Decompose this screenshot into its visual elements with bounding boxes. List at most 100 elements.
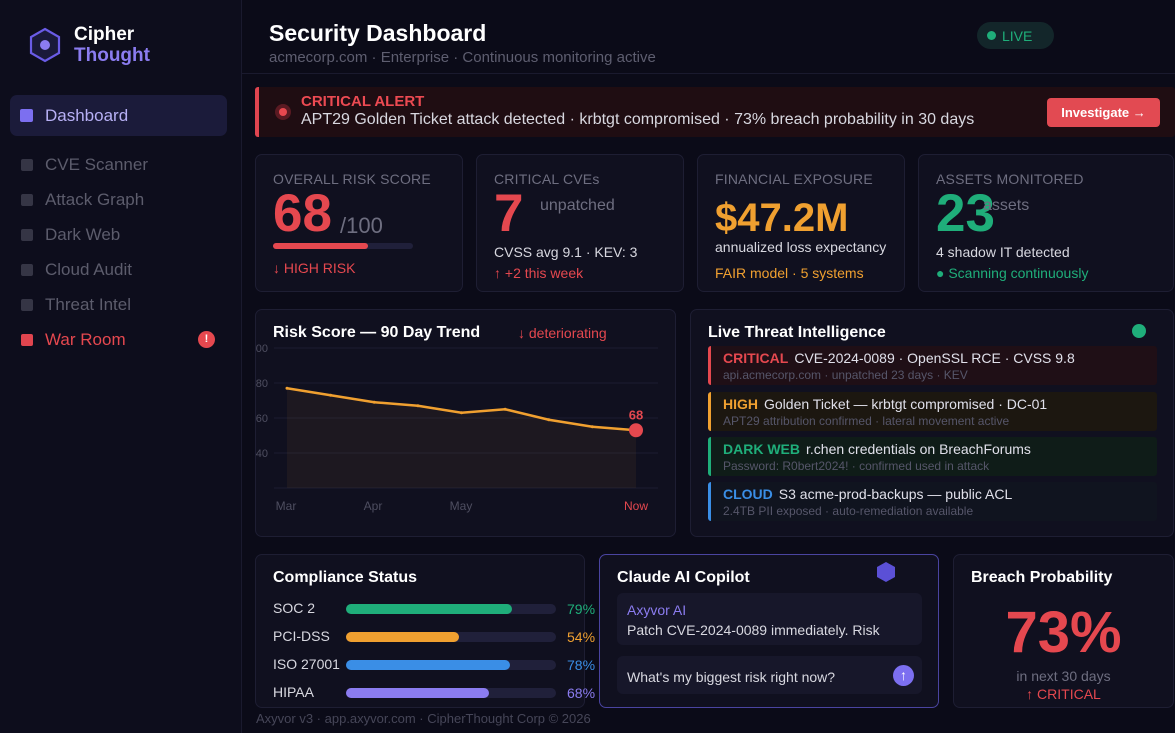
financial-exposure-value: $47.2M xyxy=(715,196,849,240)
copilot-message-text: Patch CVE-2024-0089 immediately. Risk xyxy=(627,622,880,638)
chart-trend-status: ↓ deteriorating xyxy=(518,325,607,341)
compliance-status-card: Compliance Status SOC 2 79% PCI-DSS 54% ISO … xyxy=(255,554,595,708)
breach-status: ↑ CRITICAL xyxy=(1026,686,1101,702)
sidebar-item-label: Attack Graph xyxy=(45,190,145,209)
threat-title: Golden Ticket — krbtgt compromised · DC-… xyxy=(764,396,1048,412)
y-tick-label: 60 xyxy=(256,413,268,425)
chart-title: Risk Score — 90 Day Trend xyxy=(273,324,481,341)
sidebar-item-dashboard[interactable]: Dashboard xyxy=(10,95,227,136)
header-divider xyxy=(242,73,1175,74)
sidebar-item-dark-web[interactable]: Dark Web xyxy=(21,223,221,247)
threat-intel-icon xyxy=(21,299,33,311)
send-icon[interactable]: ↑ xyxy=(893,665,914,686)
compliance-row: ISO 27001 78% xyxy=(273,655,603,675)
risk-score-bar-fill xyxy=(273,243,369,249)
threat-detail: 2.4TB PII exposed · auto-remediation ava… xyxy=(723,504,974,518)
investigate-button[interactable]: Investigate → xyxy=(1047,98,1160,127)
assets-monitored-card: ASSETS MONITORED 23 assets 4 shadow IT d… xyxy=(918,154,1174,292)
data-point xyxy=(503,407,507,411)
current-value-label: 68 xyxy=(629,407,643,422)
cvss-summary: CVSS avg 9.1 · KEV: 3 xyxy=(494,244,638,260)
live-status-badge: LIVE xyxy=(977,22,1054,49)
compliance-title: Compliance Status xyxy=(273,569,418,586)
sidebar-item-label: Dark Web xyxy=(45,225,121,244)
compliance-bar-fill xyxy=(346,660,510,670)
threat-detail: Password: R0bert2024! · confirmed used i… xyxy=(723,459,990,473)
sidebar-item-threat-intel[interactable]: Threat Intel xyxy=(21,293,221,317)
sidebar: Cipher Thought Dashboard CVE Scanner Att… xyxy=(0,0,242,733)
compliance-framework: SOC 2 xyxy=(273,600,316,616)
critical-cves-value: 7 xyxy=(494,184,524,243)
live-dot-icon xyxy=(987,31,996,40)
current-value-point xyxy=(629,423,643,438)
risk-score-bar xyxy=(273,243,413,249)
threat-detail: api.acmecorp.com · unpatched 23 days · K… xyxy=(723,368,968,382)
data-point xyxy=(590,425,594,429)
data-point xyxy=(285,386,289,390)
threat-intel-title: Live Threat Intelligence xyxy=(708,324,886,341)
compliance-percent: 78% xyxy=(567,657,596,673)
alert-title: CRITICAL ALERT xyxy=(301,93,425,110)
compliance-bar xyxy=(346,660,556,670)
trend-area xyxy=(287,388,636,488)
risk-score-card: OVERALL RISK SCORE 68 /100 ↓ HIGH RISK xyxy=(255,154,463,292)
sidebar-item-war-room[interactable]: War Room ! xyxy=(21,328,221,352)
x-tick-label: Now xyxy=(624,499,648,513)
data-point xyxy=(416,404,420,408)
live-label: LIVE xyxy=(1002,27,1033,44)
data-point xyxy=(547,418,551,422)
sidebar-item-label: War Room xyxy=(45,330,126,349)
critical-alert-banner: CRITICAL ALERT APT29 Golden Ticket attac… xyxy=(255,87,1175,137)
threat-item[interactable]: HIGH Golden Ticket — krbtgt compromised ·… xyxy=(708,392,1157,431)
cve-scanner-icon xyxy=(21,159,33,171)
page-title: Security Dashboard xyxy=(269,20,487,46)
sidebar-item-label: CVE Scanner xyxy=(45,155,148,174)
brand-logo[interactable]: Cipher Thought xyxy=(28,24,150,66)
sidebar-item-label: Threat Intel xyxy=(45,295,131,314)
threat-severity-tag: CLOUD xyxy=(723,486,773,502)
sidebar-item-attack-graph[interactable]: Attack Graph xyxy=(21,188,221,212)
threat-severity-tag: HIGH xyxy=(723,396,758,412)
sidebar-item-label: Cloud Audit xyxy=(45,260,132,279)
compliance-bar-fill xyxy=(346,688,489,698)
compliance-bar xyxy=(346,688,556,698)
risk-trend-chart: 100 80 60 40 Mar Apr May Now 68 xyxy=(256,343,658,513)
threat-item[interactable]: DARK WEB r.chen credentials on BreachForu… xyxy=(708,437,1157,476)
copilot-chat-input[interactable]: What's my biggest risk right now? ↑ xyxy=(617,656,922,694)
threat-title: CVE-2024-0089 · OpenSSL RCE · CVSS 9.8 xyxy=(794,350,1075,366)
sidebar-item-cve-scanner[interactable]: CVE Scanner xyxy=(21,153,221,177)
cloud-audit-icon xyxy=(21,264,33,276)
compliance-bar-fill xyxy=(346,604,512,614)
threat-item[interactable]: CRITICAL CVE-2024-0089 · OpenSSL RCE · CV… xyxy=(708,346,1157,385)
brand-name-line1: Cipher xyxy=(74,24,135,45)
brand-name-line2: Thought xyxy=(74,45,150,66)
y-tick-label: 100 xyxy=(256,343,268,355)
copilot-message: Axyvor AI Patch CVE-2024-0089 immediatel… xyxy=(617,593,922,645)
compliance-bar xyxy=(346,632,556,642)
compliance-framework: PCI-DSS xyxy=(273,628,330,644)
alert-indicator-icon xyxy=(275,104,291,120)
hexagon-icon xyxy=(877,562,895,582)
compliance-row: SOC 2 79% xyxy=(273,599,603,619)
dark-web-icon xyxy=(21,229,33,241)
page-subtitle: acmecorp.com · Enterprise · Continuous m… xyxy=(269,49,656,66)
risk-score-unit: /100 xyxy=(340,213,383,238)
risk-status: ↓ HIGH RISK xyxy=(273,260,356,276)
breach-timeframe: in next 30 days xyxy=(1016,668,1111,684)
x-tick-label: May xyxy=(450,499,473,513)
hexagon-logo-icon xyxy=(28,27,62,63)
breach-probability-value: 73% xyxy=(1005,600,1122,665)
shadow-it-count: 4 shadow IT detected xyxy=(936,244,1070,260)
risk-score-value: 68 xyxy=(273,184,332,243)
risk-trend-card: Risk Score — 90 Day Trend ↓ deterioratin… xyxy=(255,309,676,537)
breach-title: Breach Probability xyxy=(971,569,1113,586)
compliance-percent: 54% xyxy=(567,629,596,645)
critical-cves-card: CRITICAL CVEs 7 unpatched CVSS avg 9.1 ·… xyxy=(476,154,684,292)
threat-item[interactable]: CLOUD S3 acme-prod-backups — public ACL 2.… xyxy=(708,482,1157,521)
sidebar-item-cloud-audit[interactable]: Cloud Audit xyxy=(21,258,221,282)
data-point xyxy=(372,400,376,404)
financial-exposure-card: FINANCIAL EXPOSURE $47.2M annualized los… xyxy=(697,154,905,292)
threat-severity-tag: CRITICAL xyxy=(723,350,789,366)
assets-unit: assets xyxy=(983,197,1030,214)
threat-detail: APT29 attribution confirmed · lateral mo… xyxy=(723,414,1010,428)
